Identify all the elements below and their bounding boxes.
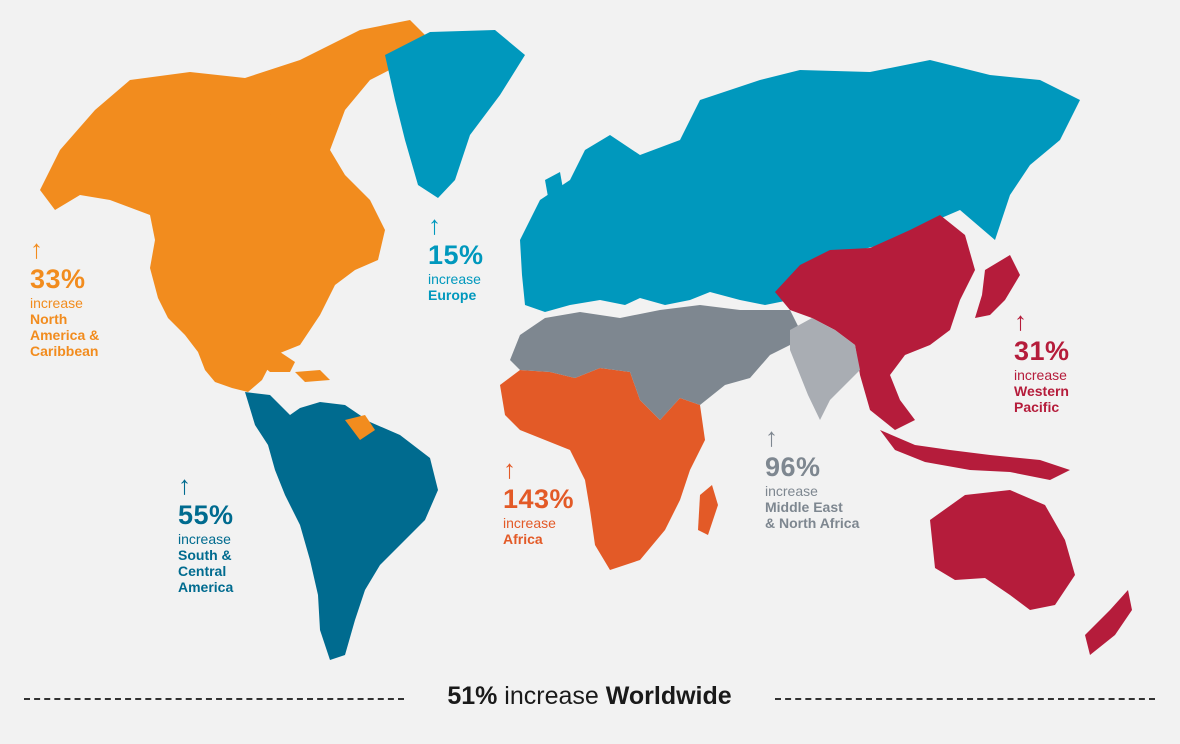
footer-middle: increase [497,682,606,710]
stat-western-pacific: ↑ 31% increase Western Pacific [1014,308,1070,415]
dashed-divider-right [775,698,1155,700]
up-arrow-icon: ↑ [1014,306,1027,336]
footer-region: Worldwide [605,682,732,710]
up-arrow-icon: ↑ [30,234,43,264]
stat-region-name: Western Pacific [1014,383,1069,416]
dashed-divider-left [24,698,404,700]
region-western-pacific-shape [775,215,1132,655]
footer-banner: 51% increase Worldwide [0,676,1180,720]
stat-north-america: ↑ 33% increase North America & Caribbean [30,236,99,359]
stat-percent: 96% [765,452,821,482]
stat-label: increase [428,271,481,288]
stat-europe: ↑ 15% increase Europe [428,212,484,303]
stat-percent: 33% [30,264,86,294]
stat-label: increase [503,515,556,532]
up-arrow-icon: ↑ [428,210,441,240]
region-south-america-shape [245,392,438,660]
region-south-asia-shape [790,318,860,420]
stat-label: increase [765,483,818,500]
up-arrow-icon: ↑ [765,422,778,452]
stat-region-name: Africa [503,531,543,548]
stat-label: increase [178,531,231,548]
up-arrow-icon: ↑ [503,454,516,484]
stat-middle-east: ↑ 96% increase Middle East & North Afric… [765,424,859,531]
region-africa-shape [500,368,718,570]
stat-region-name: South & Central America [178,547,234,596]
region-europe-shape [385,30,1080,312]
footer-percent: 51% [447,682,498,710]
stat-south-central-america: ↑ 55% increase South & Central America [178,472,234,595]
stat-region-name: Middle East & North Africa [765,499,860,532]
stat-label: increase [30,295,83,312]
stat-label: increase [1014,367,1067,384]
stat-region-name: North America & Caribbean [30,311,100,360]
up-arrow-icon: ↑ [178,470,191,500]
stat-percent: 31% [1014,336,1070,366]
stat-percent: 15% [428,240,484,270]
stat-percent: 55% [178,500,234,530]
guiana-shape [345,415,375,440]
region-middle-east-shape [510,305,800,420]
footer-text: 51% increase Worldwide [404,682,775,711]
stat-percent: 143% [503,484,575,514]
stat-africa: ↑ 143% increase Africa [503,456,574,547]
region-north-america-shape [40,20,428,392]
stat-region-name: Europe [428,287,477,304]
